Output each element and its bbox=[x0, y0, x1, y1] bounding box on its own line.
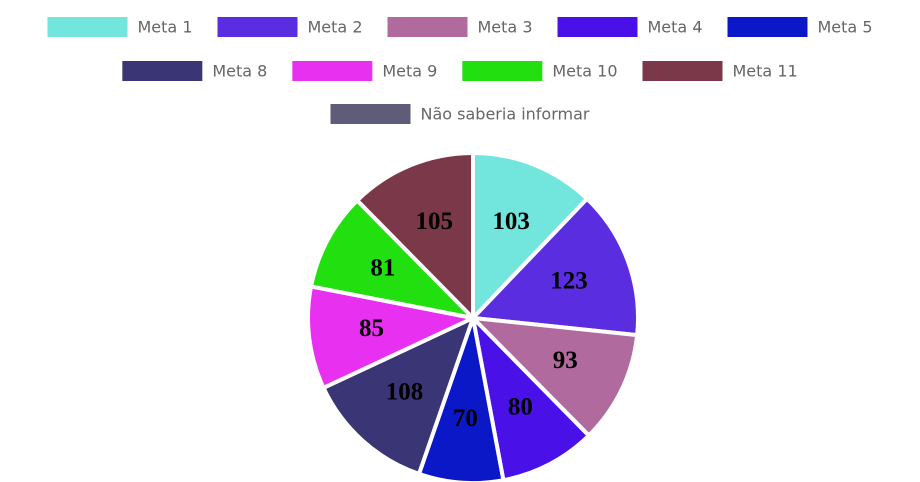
pie-slice bbox=[467, 315, 640, 439]
pie-slice bbox=[471, 150, 590, 323]
data-label: 85 bbox=[359, 315, 384, 342]
data-label: 80 bbox=[508, 393, 533, 420]
data-label: 103 bbox=[492, 208, 530, 235]
legend-swatch bbox=[387, 17, 468, 37]
legend-swatch bbox=[727, 17, 808, 37]
legend-label: Meta 3 bbox=[478, 18, 533, 37]
legend-swatch bbox=[557, 17, 638, 37]
pie-slice bbox=[468, 195, 640, 338]
legend-label: Meta 4 bbox=[648, 18, 703, 37]
pie-slice bbox=[320, 314, 477, 477]
legend-swatch bbox=[47, 17, 128, 37]
legend-swatch bbox=[330, 104, 411, 124]
legend-swatch bbox=[292, 61, 373, 81]
legend-label: Meta 8 bbox=[212, 62, 267, 81]
legend-swatch bbox=[122, 61, 203, 81]
data-label: 123 bbox=[550, 267, 588, 294]
pie-slice bbox=[469, 311, 592, 482]
data-label: 105 bbox=[415, 208, 453, 235]
data-label: 81 bbox=[370, 254, 395, 281]
legend-label: Meta 2 bbox=[308, 18, 363, 37]
legend-label: Meta 10 bbox=[552, 62, 617, 81]
legend-row: Meta 1 Meta 2 Meta 3 Meta 4 Meta 5 bbox=[47, 17, 873, 37]
legend-swatch bbox=[217, 17, 298, 37]
data-label: 70 bbox=[453, 405, 478, 432]
legend-row: Não saberia informar bbox=[330, 104, 590, 124]
pie-slice bbox=[354, 150, 475, 323]
pie-slice bbox=[308, 197, 479, 322]
legend-label: Meta 9 bbox=[382, 62, 437, 81]
data-label: 93 bbox=[553, 347, 578, 374]
data-label: 108 bbox=[386, 379, 424, 406]
legend-label: Meta 5 bbox=[818, 18, 873, 37]
legend-label: Meta 1 bbox=[138, 18, 193, 37]
legend-label: Meta 11 bbox=[733, 62, 798, 81]
legend-label: Não saberia informar bbox=[421, 105, 590, 124]
legend-swatch bbox=[462, 61, 543, 81]
legend-row: Meta 8 Meta 9 Meta 10 Meta 11 bbox=[122, 61, 798, 81]
legend-swatch bbox=[642, 61, 723, 81]
